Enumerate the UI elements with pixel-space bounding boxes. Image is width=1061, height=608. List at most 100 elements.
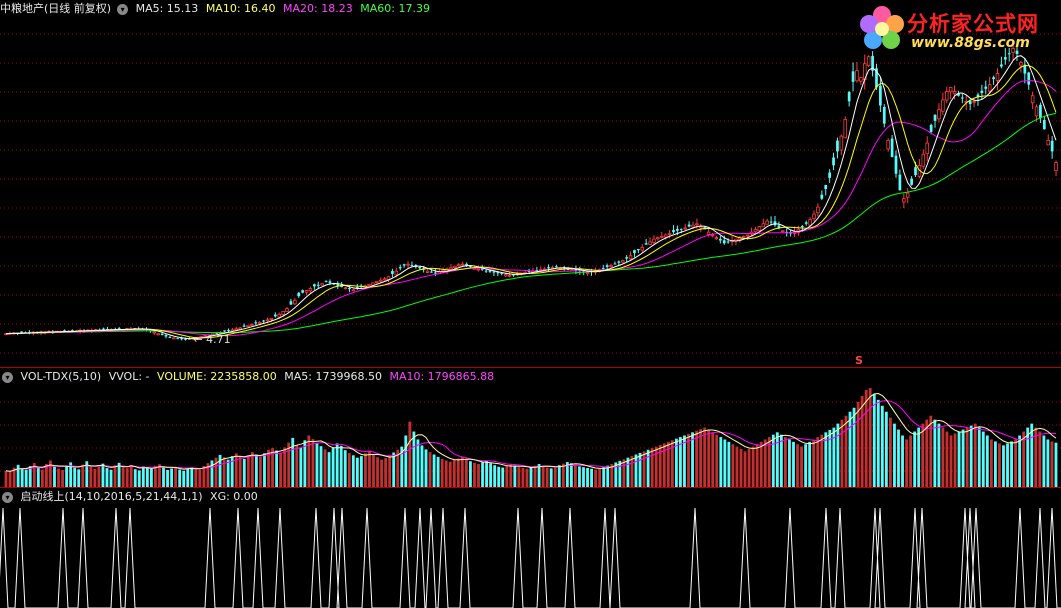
volume-bar [170, 468, 174, 487]
vol-title[interactable]: VOL-TDX(5,10) [20, 370, 102, 383]
candle-body [843, 119, 848, 139]
watermark-logo: 分析家公式网 www.88gs.com [855, 2, 1055, 56]
candle-body [1050, 140, 1054, 152]
candle-body [1003, 57, 1007, 60]
volume-bar [420, 445, 424, 487]
volume-bar [634, 454, 638, 487]
volume-bar [166, 469, 169, 487]
volume-bar [16, 464, 20, 487]
ma20-line [5, 80, 1057, 337]
candle-body [1015, 50, 1019, 55]
candle-body [691, 224, 695, 228]
candle-body [215, 332, 219, 334]
volume-bar [234, 453, 238, 487]
volume-bar [392, 452, 396, 487]
volume-bar [703, 427, 707, 487]
candle-body [957, 93, 960, 96]
volume-bar [263, 453, 266, 487]
candle-body [745, 234, 750, 237]
candle-body [102, 328, 105, 330]
volume-bar [436, 456, 440, 487]
candle-body [882, 106, 886, 124]
volume-bar [529, 467, 533, 487]
settings-icon[interactable]: ▾ [117, 3, 129, 15]
candle-body [265, 319, 270, 322]
volume-bar [969, 425, 973, 487]
volume-bar [602, 467, 606, 487]
volume-settings-icon[interactable]: ▾ [2, 371, 13, 383]
volume-bar [880, 405, 884, 487]
volume-bar [73, 467, 77, 487]
volume-panel[interactable]: ▾ VOL-TDX(5,10) VVOL: - VOLUME: 2235858.… [0, 368, 1061, 488]
volume-bar [848, 411, 852, 487]
candle-body [722, 240, 726, 244]
volume-bar [614, 462, 618, 487]
volume-bar [517, 467, 521, 487]
volume-bar [731, 444, 735, 487]
volume-header: ▾ VOL-TDX(5,10) VVOL: - VOLUME: 2235858.… [0, 368, 498, 386]
candle-body [765, 220, 769, 225]
volume-bar [456, 458, 460, 487]
volume-bar [642, 451, 646, 487]
candle-body [269, 318, 274, 320]
volume-bar [695, 430, 698, 487]
candle-body [476, 268, 481, 271]
volume-bar [388, 455, 392, 487]
volume-bar [105, 467, 109, 487]
candle-body [355, 287, 359, 289]
volume-bar [957, 431, 961, 487]
candle-body [617, 261, 621, 263]
volume-bar [141, 466, 145, 487]
candle-body [512, 274, 515, 276]
volume-bar [715, 434, 719, 487]
volume-bar [666, 441, 670, 487]
volume-bar [626, 457, 630, 487]
volume-bar [1030, 423, 1034, 487]
volume-bar [222, 457, 226, 487]
candle-body [777, 225, 781, 228]
xg-chart [0, 507, 1061, 608]
volume-bar [796, 444, 799, 487]
volume-bar [828, 429, 832, 487]
candle-body [492, 271, 496, 273]
volume-bar [1018, 435, 1022, 487]
volume-bar [901, 435, 904, 487]
volume-bar [396, 449, 400, 487]
indicator-panel[interactable]: ▾ 启动线上(14,10,2016,5,21,44,1,1) XG: 0.00 [0, 488, 1061, 608]
candle-body [753, 228, 758, 233]
volume-bar [670, 440, 674, 487]
volume-bar [586, 467, 589, 487]
volume-bar [610, 464, 614, 487]
stock-title[interactable]: 中粮地产(日线 前复权) [0, 2, 112, 15]
volume-bar [295, 445, 299, 487]
indicator-title[interactable]: 启动线上(14,10,2016,5,21,44,1,1) [20, 490, 203, 503]
candle-body [433, 272, 437, 274]
volume-bar [654, 446, 658, 487]
ma10-label: MA10: 16.40 [205, 2, 276, 15]
volume-bar [771, 434, 775, 487]
price-panel[interactable]: ← 4.71 S 中粮地产(日线 前复权) ▾ MA5: 15.13 MA10: 1… [0, 0, 1061, 368]
candle-body [879, 85, 882, 106]
volume-bar [279, 452, 283, 487]
candle-body [875, 68, 878, 88]
panel-divider[interactable] [0, 367, 1061, 368]
volume-bar [1038, 431, 1042, 487]
volume-bar [662, 443, 666, 487]
candle-body [980, 90, 984, 93]
volume-bar [93, 468, 97, 487]
volume-bar [844, 415, 848, 487]
indicator-settings-icon[interactable]: ▾ [2, 491, 13, 503]
vol-ma10-line [5, 400, 1057, 472]
volume-bar [679, 437, 682, 487]
candle-body [609, 265, 613, 267]
candle-body [246, 325, 250, 328]
volume-bar [400, 446, 404, 487]
candle-body [960, 97, 964, 99]
panel-divider-2[interactable] [0, 487, 1061, 488]
candle-body [223, 330, 226, 332]
volume-bar [319, 446, 323, 487]
candle-body [800, 226, 804, 228]
candle-body [391, 271, 394, 274]
candle-body [460, 263, 465, 266]
ma10-line [5, 65, 1057, 339]
